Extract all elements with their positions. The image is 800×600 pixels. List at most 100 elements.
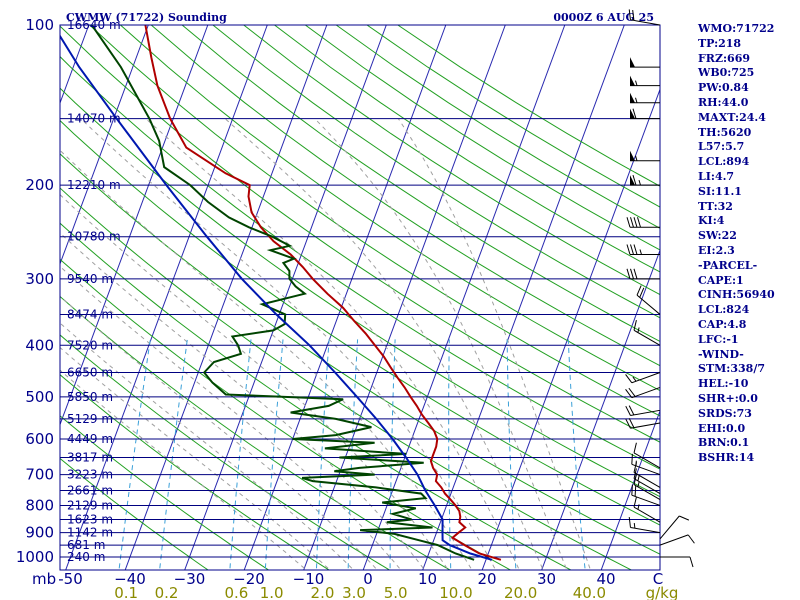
mixing-ratio-label: 0.2 xyxy=(155,584,179,600)
pressure-tick-label: 500 xyxy=(25,388,54,406)
mixing-ratio-label: 40.0 xyxy=(573,584,606,600)
mixing-ratio-label: 0.6 xyxy=(224,584,248,600)
temperature-tick-label: 30 xyxy=(537,570,556,588)
height-label: 8474 m xyxy=(67,307,113,321)
mixing-ratio-line xyxy=(507,339,516,568)
height-label: 4449 m xyxy=(67,432,113,446)
wind-barb xyxy=(660,557,693,567)
mixing-ratio-line xyxy=(119,339,150,568)
stat-line: PW:0.84 xyxy=(698,81,798,96)
isotherm-line xyxy=(0,25,29,571)
wind-barb xyxy=(630,76,660,86)
dry-adiabat-line xyxy=(0,0,800,575)
stat-line: CAP:4.8 xyxy=(698,318,798,333)
height-label: 16640 m xyxy=(67,18,121,32)
stat-line: WMO:71722 xyxy=(698,22,798,37)
mixing-ratio-line xyxy=(160,339,188,568)
stat-line: EHI:0.0 xyxy=(698,422,798,437)
stat-line: BRN:0.1 xyxy=(698,436,798,451)
mixing-ratio-unit-label: g/kg xyxy=(646,584,679,600)
wind-barb xyxy=(660,516,689,539)
pressure-tick-label: 800 xyxy=(25,496,54,514)
height-label: 7520 m xyxy=(67,338,113,352)
mixing-ratio-label: 10.0 xyxy=(439,584,472,600)
pressure-unit-label: mb xyxy=(32,570,56,588)
stat-line: TT:32 xyxy=(698,200,798,215)
wind-barb xyxy=(634,320,660,345)
plot-area xyxy=(0,0,800,575)
height-label: 2661 m xyxy=(67,484,113,498)
plot-clipped xyxy=(0,0,800,575)
plot-frame xyxy=(60,25,660,570)
mixing-ratio-line xyxy=(348,339,357,568)
height-label: 9540 m xyxy=(67,272,113,286)
stat-line: SHR+:0.0 xyxy=(698,392,798,407)
isotherm-line xyxy=(304,25,506,571)
stat-line: LFC:-1 xyxy=(698,333,798,348)
pressure-tick-label: 400 xyxy=(25,336,54,354)
stat-line: SRDS:73 xyxy=(698,407,798,422)
chart-datetime: 0000Z 6 AUG 25 xyxy=(553,11,654,24)
dry-adiabat-line xyxy=(0,0,800,575)
stat-line: EI:2.3 xyxy=(698,244,798,259)
pressure-tick-label: 700 xyxy=(25,466,54,484)
mixing-ratio-line xyxy=(317,339,330,568)
stat-line: TH:5620 xyxy=(698,126,798,141)
isotherm-line xyxy=(244,25,446,571)
height-label: 2129 m xyxy=(67,498,113,512)
stat-line: STM:338/7 xyxy=(698,362,798,377)
dry-adiabat-line xyxy=(4,0,800,575)
height-label: 6650 m xyxy=(67,366,113,380)
pressure-tick-label: 100 xyxy=(25,16,54,34)
stat-line: RH:44.0 xyxy=(698,96,798,111)
height-label: 5129 m xyxy=(67,412,113,426)
temperature-line xyxy=(145,25,501,560)
dry-adiabat-line xyxy=(0,0,800,575)
mixing-ratio-label: 20.0 xyxy=(504,584,537,600)
stat-line: -PARCEL- xyxy=(698,259,798,274)
stat-line: BSHR:14 xyxy=(698,451,798,466)
wind-barb xyxy=(630,57,660,67)
height-label: 3817 m xyxy=(67,450,113,464)
wind-barb xyxy=(630,109,660,119)
stat-line: -WIND- xyxy=(698,348,798,363)
height-label: 240 m xyxy=(67,550,105,564)
stat-line: CAPE:1 xyxy=(698,274,798,289)
wind-barb xyxy=(627,269,660,279)
stat-line: KI:4 xyxy=(698,214,798,229)
dry-adiabat-line xyxy=(57,0,800,575)
stat-line: TP:218 xyxy=(698,37,798,52)
mixing-ratio-label: 0.1 xyxy=(114,584,138,600)
temperature-tick-label: 20 xyxy=(477,570,496,588)
sounding-indices-panel: WMO:71722 TP:218 FRZ:669 WB0:725 PW:0.84 RH:4… xyxy=(698,22,798,466)
pressure-tick-label: 300 xyxy=(25,270,54,288)
dry-adiabat-line xyxy=(30,0,800,575)
mixing-ratio-line xyxy=(568,339,585,568)
mixing-ratio-label: 1.0 xyxy=(260,584,284,600)
stat-line: LCL:894 xyxy=(698,155,798,170)
temperature-tick-label: 10 xyxy=(418,570,437,588)
mixing-ratio-label: 3.0 xyxy=(342,584,366,600)
dry-adiabat-line xyxy=(0,0,800,575)
moist-adiabat-line xyxy=(146,119,519,569)
moist-adiabat-line xyxy=(0,119,423,569)
stat-line: FRZ:669 xyxy=(698,52,798,67)
dry-adiabat-line xyxy=(110,0,800,575)
pressure-tick-label: 200 xyxy=(25,176,54,194)
stat-line: SI:11.1 xyxy=(698,185,798,200)
stat-line: L57:5.7 xyxy=(698,140,798,155)
stat-line: CINH:56940 xyxy=(698,288,798,303)
stat-line: MAXT:24.4 xyxy=(698,111,798,126)
height-label: 10780 m xyxy=(67,230,121,244)
moist-adiabat-line xyxy=(225,119,542,569)
mixing-ratio-label: 5.0 xyxy=(384,584,408,600)
wind-barb xyxy=(632,485,660,506)
height-label: 5850 m xyxy=(67,390,113,404)
temperature-tick-label: -50 xyxy=(58,570,83,588)
dewpoint-line xyxy=(92,25,474,560)
wind-barb xyxy=(660,535,694,545)
height-label: 14070 m xyxy=(67,112,121,126)
wind-barb xyxy=(634,474,660,499)
isotherm-line xyxy=(482,25,684,571)
